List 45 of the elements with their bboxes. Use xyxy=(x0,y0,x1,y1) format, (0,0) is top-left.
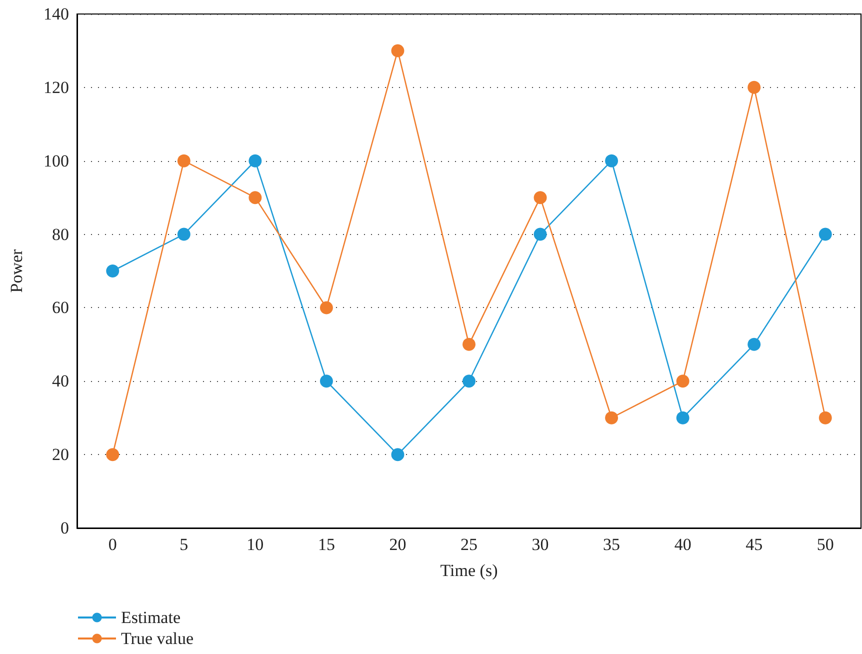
legend-label: Estimate xyxy=(121,608,180,627)
y-tick-label: 140 xyxy=(44,4,69,24)
point xyxy=(748,338,761,351)
point xyxy=(320,301,333,314)
y-tick-label: 20 xyxy=(52,445,69,464)
point xyxy=(462,374,476,388)
legend-label: True value xyxy=(121,629,194,648)
point xyxy=(248,191,262,204)
y-tick-label: 100 xyxy=(44,151,69,170)
x-tick-label: 35 xyxy=(603,535,620,554)
x-tick-label: 20 xyxy=(389,535,406,554)
y-axis-title: Power xyxy=(7,248,26,293)
point xyxy=(676,411,690,424)
x-tick-label: 50 xyxy=(816,535,834,554)
point xyxy=(391,44,404,58)
point xyxy=(748,80,761,94)
point xyxy=(177,154,190,168)
point xyxy=(320,374,333,388)
x-tick-label: 15 xyxy=(318,535,335,554)
point xyxy=(106,264,120,278)
point xyxy=(177,228,190,241)
x-tick-label: 10 xyxy=(246,535,264,554)
y-tick-label: 120 xyxy=(44,78,69,97)
x-tick-label: 30 xyxy=(532,535,549,554)
point xyxy=(605,411,618,424)
y-tick-label: 60 xyxy=(52,298,69,318)
point xyxy=(818,411,832,424)
point xyxy=(462,338,476,351)
y-tick-label: 40 xyxy=(52,372,69,391)
point xyxy=(248,154,262,168)
point xyxy=(605,154,618,168)
point xyxy=(534,191,547,204)
x-axis-title: Time (s) xyxy=(440,561,498,580)
point xyxy=(676,374,690,388)
point xyxy=(106,448,120,462)
x-tick-label: 0 xyxy=(108,535,117,554)
point xyxy=(391,448,404,462)
point xyxy=(818,228,832,241)
x-tick-label: 45 xyxy=(746,535,763,554)
y-tick-label: 80 xyxy=(52,224,69,244)
x-tick-label: 40 xyxy=(674,535,692,554)
y-tick-label: 0 xyxy=(60,518,69,538)
x-tick-label: 5 xyxy=(180,535,188,554)
point xyxy=(534,228,547,241)
x-tick-label: 25 xyxy=(460,535,478,554)
